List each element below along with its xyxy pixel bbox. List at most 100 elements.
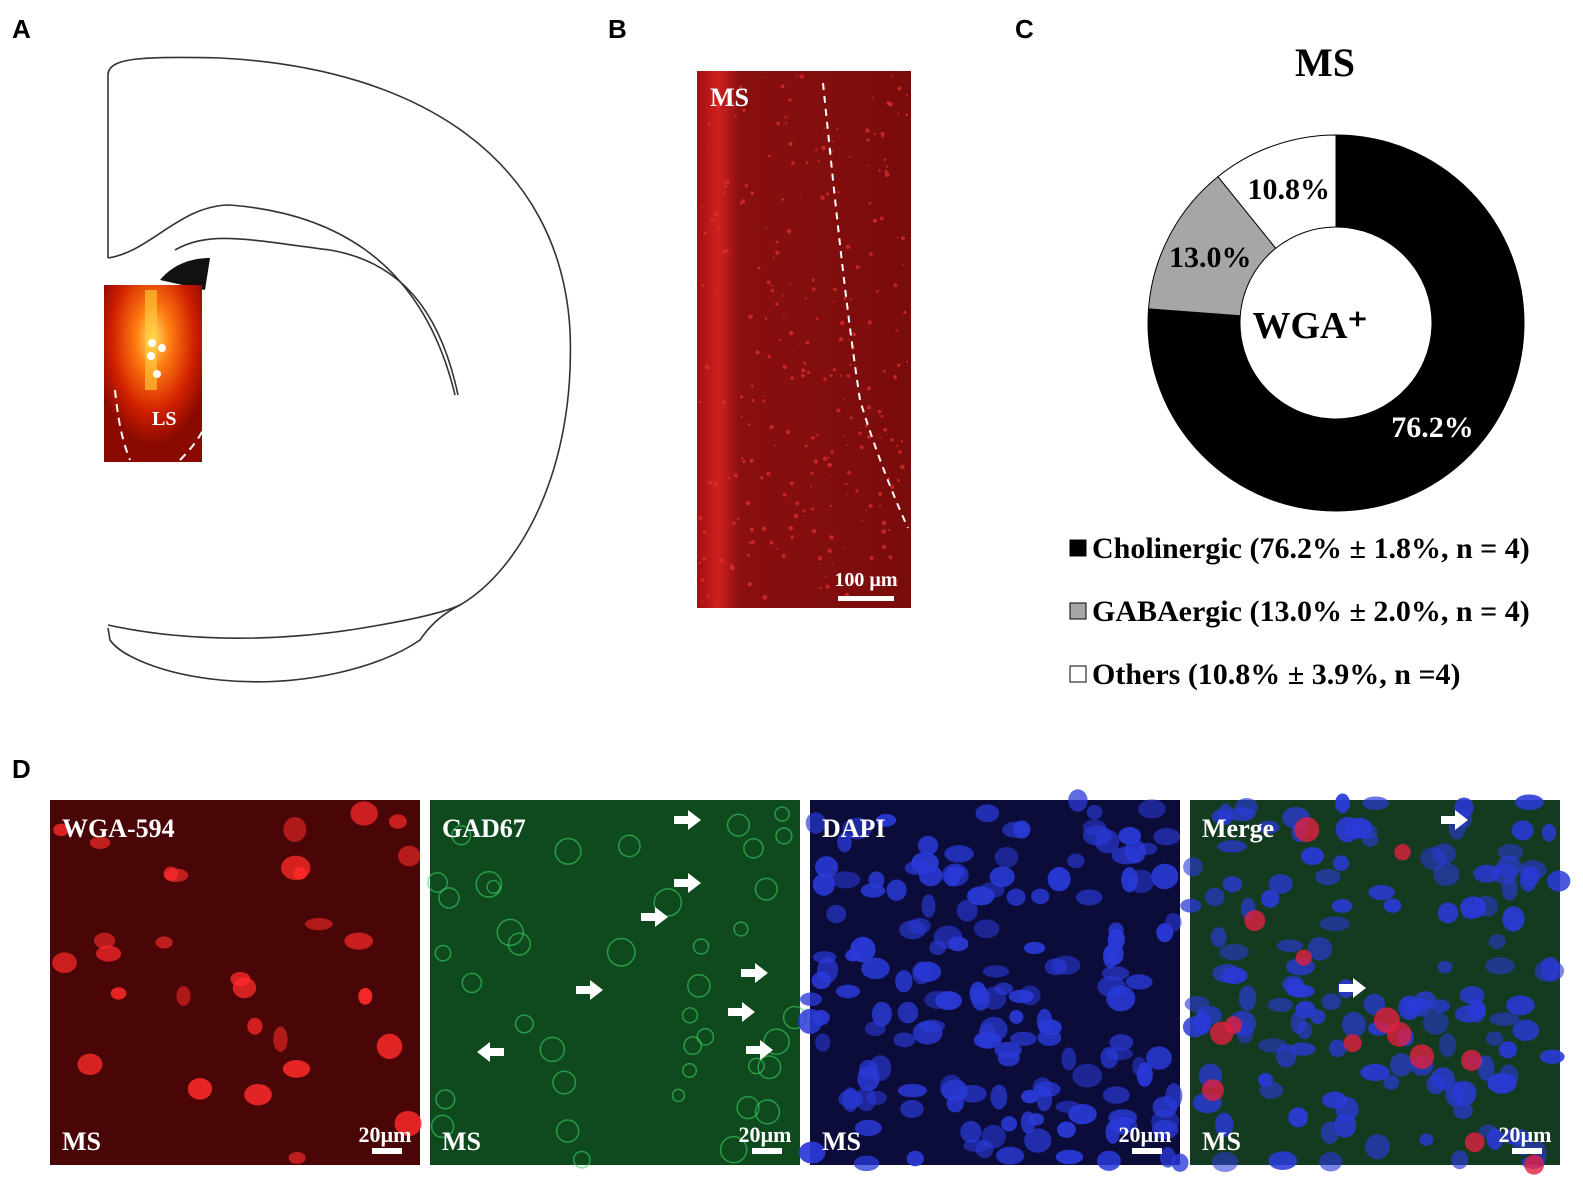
speck — [747, 581, 752, 587]
cell — [1097, 1150, 1121, 1171]
speck — [713, 211, 719, 217]
cell — [1068, 789, 1088, 812]
speck — [745, 500, 751, 506]
cell — [606, 937, 636, 967]
cell — [1210, 927, 1227, 948]
cell — [1409, 998, 1433, 1017]
speck — [707, 480, 711, 484]
speck — [739, 201, 743, 205]
speck — [877, 409, 882, 414]
speck — [742, 459, 746, 464]
cell — [1328, 1039, 1347, 1058]
cell — [982, 965, 1010, 978]
speck — [782, 316, 785, 319]
speck — [781, 197, 785, 201]
speck — [801, 368, 806, 373]
speck — [848, 155, 851, 158]
cell — [913, 961, 942, 982]
speck — [747, 423, 751, 427]
speck — [761, 526, 767, 532]
legend: Cholinergic (76.2% ± 1.8%, n = 4) GABAerg… — [1069, 532, 1530, 691]
cell — [748, 1057, 765, 1075]
speck — [703, 231, 708, 236]
speck — [723, 181, 727, 185]
cell — [1373, 1007, 1400, 1034]
speck — [900, 464, 905, 470]
speck — [748, 541, 751, 544]
cell — [376, 1033, 403, 1059]
speck — [884, 170, 888, 174]
arrow — [1339, 978, 1366, 998]
cell — [176, 986, 191, 1006]
cell — [1511, 820, 1534, 841]
scale-bar — [1132, 1148, 1162, 1154]
cell — [293, 867, 308, 880]
speck — [852, 332, 857, 337]
cell — [1451, 1150, 1469, 1170]
cell — [1478, 1124, 1498, 1140]
cell — [947, 936, 969, 952]
channel-label: WGA-594 — [62, 814, 175, 843]
cell — [1115, 1118, 1131, 1135]
cell — [1364, 1134, 1391, 1160]
cell — [1183, 857, 1203, 877]
speck — [878, 504, 882, 508]
speck — [782, 364, 787, 370]
arrow — [728, 1002, 755, 1022]
cell — [1146, 1046, 1172, 1070]
scale-bar-label: 100 µm — [834, 569, 898, 591]
cell — [1257, 820, 1280, 834]
speck — [825, 192, 830, 196]
region-label: MS — [710, 83, 749, 112]
cell — [539, 1036, 566, 1063]
speck — [757, 266, 761, 270]
speck — [865, 508, 868, 511]
cell — [763, 1028, 790, 1056]
speck — [781, 294, 784, 297]
cell — [775, 827, 793, 845]
cell — [1331, 899, 1353, 913]
cell — [726, 813, 751, 837]
cell — [1496, 855, 1522, 878]
speck — [723, 191, 727, 194]
speck — [813, 459, 819, 464]
speck — [843, 398, 845, 401]
speck — [760, 476, 764, 480]
cell — [893, 1032, 916, 1048]
cell — [917, 835, 939, 855]
cell — [1097, 975, 1126, 998]
cell — [1343, 1034, 1362, 1053]
cell — [247, 1017, 263, 1035]
cell — [1502, 906, 1525, 932]
cell — [1009, 1009, 1024, 1024]
cell — [1389, 1053, 1413, 1077]
cell — [552, 1070, 577, 1095]
panel-label: B — [608, 14, 627, 44]
cell — [963, 1139, 991, 1153]
speck — [827, 463, 833, 468]
cell — [358, 987, 373, 1005]
speck — [849, 297, 852, 301]
cell — [1215, 1112, 1234, 1137]
cell — [1006, 888, 1026, 906]
speck — [740, 415, 743, 418]
cell — [1259, 1081, 1284, 1099]
speck — [888, 102, 893, 107]
speck — [730, 101, 734, 105]
cell — [1171, 1153, 1189, 1172]
cell — [164, 868, 189, 882]
ls-boundary — [114, 389, 204, 461]
cell — [1082, 825, 1112, 846]
speck — [750, 384, 754, 388]
legend-label: Cholinergic (76.2% ± 1.8%, n = 4) — [1092, 532, 1530, 565]
cell — [1454, 797, 1474, 818]
cell — [1515, 794, 1544, 811]
speck — [803, 361, 807, 365]
cell — [1539, 1049, 1565, 1064]
cell — [1501, 1128, 1531, 1145]
speck — [790, 376, 794, 380]
speck — [866, 164, 868, 167]
cell — [861, 957, 890, 980]
cell — [842, 817, 872, 840]
